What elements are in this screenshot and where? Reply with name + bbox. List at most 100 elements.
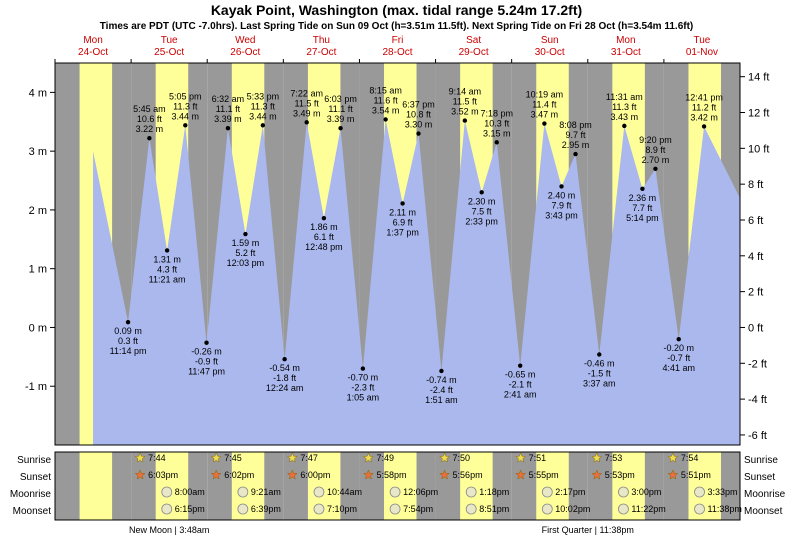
tide-label: 11.6 ft [373, 95, 398, 105]
tide-label: 0.3 ft [118, 336, 139, 346]
tide-label: -0.54 m [269, 363, 300, 373]
tide-point [183, 123, 187, 127]
y-label-m: 1 m [29, 264, 47, 276]
astro-row-label: Sunrise [17, 455, 51, 466]
moon-icon [238, 487, 248, 497]
tide-point [702, 124, 706, 128]
tide-label: -0.46 m [584, 358, 615, 368]
tide-label: 1.31 m [153, 254, 181, 264]
tide-chart-container: 0.09 m0.3 ft11:14 pm5:45 am10.6 ft3.22 m… [0, 0, 793, 539]
sunset-time: 6:03pm [148, 470, 178, 480]
tide-label: 2.70 m [642, 155, 670, 165]
moon-icon [390, 487, 400, 497]
y-label-m: 0 m [29, 322, 47, 334]
y-label-ft: 4 ft [748, 251, 763, 263]
tide-label: 9:14 am [449, 87, 482, 97]
moonrise-time: 9:21am [251, 487, 281, 497]
day-of-week: Wed [235, 35, 255, 46]
tide-label: 7.9 ft [552, 200, 573, 210]
moon-icon [314, 487, 324, 497]
sunset-time: 6:00pm [300, 470, 330, 480]
chart-subtitle: Times are PDT (UTC -7.0hrs). Last Spring… [100, 21, 694, 32]
y-label-m: 3 m [29, 146, 47, 158]
moon-icon [390, 504, 400, 514]
tide-label: -1.5 ft [588, 368, 612, 378]
sunrise-time: 7:44 [148, 453, 166, 463]
tide-point [640, 187, 644, 191]
sunset-time: 6:02pm [224, 470, 254, 480]
tide-label: 12:48 pm [305, 242, 343, 252]
tide-label: 6:03 pm [324, 94, 357, 104]
tide-label: 11:14 pm [110, 346, 147, 356]
sunset-time: 5:55pm [529, 470, 559, 480]
y-label-m: 2 m [29, 205, 47, 217]
tide-label: 4:41 am [662, 363, 695, 373]
tide-label: 3.47 m [531, 110, 559, 120]
tide-point [243, 232, 247, 236]
tide-point [282, 357, 286, 361]
day-of-week: Fri [392, 35, 404, 46]
day-date: 27-Oct [306, 47, 336, 58]
day-of-week: Tue [694, 35, 711, 46]
day-of-week: Sat [466, 35, 481, 46]
moonset-time: 6:39pm [251, 504, 281, 514]
moonrise-time: 8:00am [175, 487, 205, 497]
chart-title: Kayak Point, Washington (max. tidal rang… [211, 2, 582, 18]
tide-label: 3.44 m [249, 111, 277, 121]
tide-label: -2.4 ft [430, 385, 454, 395]
day-date: 24-Oct [78, 47, 108, 58]
tide-label: -0.65 m [505, 370, 536, 380]
tide-label: 2.40 m [548, 190, 576, 200]
tide-label: 3:43 pm [545, 210, 578, 220]
tide-label: 5:45 am [133, 104, 166, 114]
tide-label: 2.36 m [629, 193, 657, 203]
y-label-ft: 8 ft [748, 179, 763, 191]
tide-label: 3.49 m [293, 108, 321, 118]
moonrise-time: 2:17pm [555, 487, 585, 497]
tide-label: -1.8 ft [273, 373, 297, 383]
y-label-ft: 14 ft [748, 72, 769, 84]
astro-row-label-right: Moonset [744, 506, 783, 517]
tide-label: 11.3 ft [612, 102, 637, 112]
tide-label: 1.86 m [310, 222, 338, 232]
moon-icon [466, 504, 476, 514]
moon-icon [162, 487, 172, 497]
tide-label: 1.59 m [232, 238, 260, 248]
tide-label: 2.95 m [562, 140, 590, 150]
tide-label: 6.1 ft [314, 232, 335, 242]
tide-label: -0.20 m [663, 343, 694, 353]
tide-point [559, 184, 563, 188]
moonset-time: 11:22pm [631, 504, 665, 514]
astro-row-label-right: Sunset [744, 472, 775, 483]
sunrise-time: 7:54 [681, 453, 699, 463]
moonset-time: 7:54pm [403, 504, 433, 514]
tide-label: 7.5 ft [472, 206, 493, 216]
tide-label: 6.9 ft [393, 217, 414, 227]
tide-label: 1:05 am [347, 393, 380, 403]
tide-label: 12:03 pm [227, 258, 265, 268]
tide-point [304, 120, 308, 124]
moon-icon [695, 487, 705, 497]
tide-label: 10.6 ft [137, 114, 163, 124]
tide-label: 2.11 m [389, 207, 416, 217]
tide-point [463, 118, 467, 122]
tide-point [165, 248, 169, 252]
sunrise-time: 7:49 [376, 453, 394, 463]
tide-label: 11:31 am [606, 92, 643, 102]
moon-icon [466, 487, 476, 497]
moonset-time: 6:15pm [175, 504, 205, 514]
day-date: 29-Oct [459, 47, 489, 58]
tide-label: 12:24 am [266, 383, 304, 393]
tide-label: -2.1 ft [509, 380, 533, 390]
tide-label: 3.39 m [214, 114, 242, 124]
moon-phase-label: New Moon | 3:48am [129, 525, 209, 535]
tide-label: 9.7 ft [566, 130, 587, 140]
y-label-ft: 6 ft [748, 215, 763, 227]
sunrise-time: 7:53 [605, 453, 623, 463]
day-date: 28-Oct [382, 47, 412, 58]
day-date: 25-Oct [154, 47, 184, 58]
tide-label: 12:41 pm [685, 92, 723, 102]
tide-label: 5:33 pm [247, 91, 280, 101]
moonset-time: 11:38pm [708, 504, 742, 514]
tide-label: 3.15 m [483, 128, 511, 138]
